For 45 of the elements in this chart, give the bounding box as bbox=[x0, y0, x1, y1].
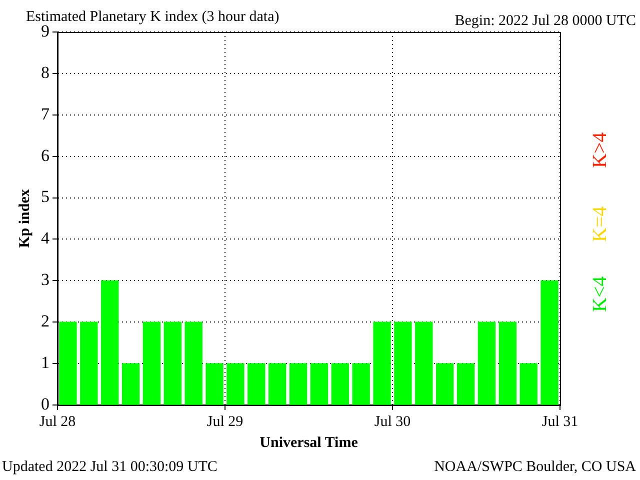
x-tick-label: Jul 28 bbox=[39, 414, 76, 430]
bar bbox=[498, 322, 516, 405]
bar bbox=[80, 322, 98, 405]
bar bbox=[415, 322, 433, 405]
bar bbox=[101, 280, 119, 405]
bar bbox=[248, 363, 266, 405]
text: K=4 bbox=[589, 206, 612, 242]
bar bbox=[59, 322, 77, 405]
chart-subtitle: Begin: 2022 Jul 28 0000 UTC bbox=[454, 13, 636, 30]
text: NOAA/SWPC Boulder, CO USA bbox=[434, 459, 636, 476]
bar bbox=[478, 322, 496, 405]
bar bbox=[310, 363, 328, 405]
y-tick-label: 6 bbox=[41, 146, 50, 165]
bar bbox=[540, 280, 558, 405]
y-tick-label: 5 bbox=[41, 187, 50, 206]
x-tick-label: Jul 31 bbox=[542, 414, 578, 430]
text: K>4 bbox=[589, 132, 612, 168]
bar bbox=[226, 363, 244, 405]
y-tick-label: 2 bbox=[41, 312, 50, 331]
bar bbox=[394, 322, 412, 405]
bar bbox=[206, 363, 224, 405]
bar bbox=[268, 363, 286, 405]
x-tick-label: Jul 30 bbox=[374, 414, 411, 430]
y-tick-label: 0 bbox=[41, 394, 50, 414]
bar bbox=[352, 363, 370, 405]
bar bbox=[289, 363, 308, 405]
bar bbox=[122, 363, 140, 405]
bar bbox=[456, 363, 475, 405]
bar bbox=[436, 363, 454, 405]
bar bbox=[142, 322, 161, 405]
bar bbox=[184, 322, 202, 405]
x-axis-title: Universal Time bbox=[260, 434, 358, 451]
y-tick-label: 4 bbox=[41, 228, 50, 248]
y-tick-label: 8 bbox=[41, 62, 50, 82]
bar bbox=[520, 363, 538, 405]
text: K<4 bbox=[589, 276, 612, 312]
bar bbox=[164, 322, 182, 405]
bar bbox=[373, 322, 391, 405]
y-tick-label: 3 bbox=[41, 270, 50, 290]
y-axis-title: Kp index bbox=[16, 188, 33, 248]
y-tick-label: 7 bbox=[41, 104, 50, 124]
bar bbox=[331, 363, 349, 405]
y-tick-label: 1 bbox=[41, 353, 50, 372]
x-tick-label: Jul 29 bbox=[206, 414, 244, 430]
text: Updated 2022 Jul 31 00:30:09 UTC bbox=[2, 459, 218, 476]
